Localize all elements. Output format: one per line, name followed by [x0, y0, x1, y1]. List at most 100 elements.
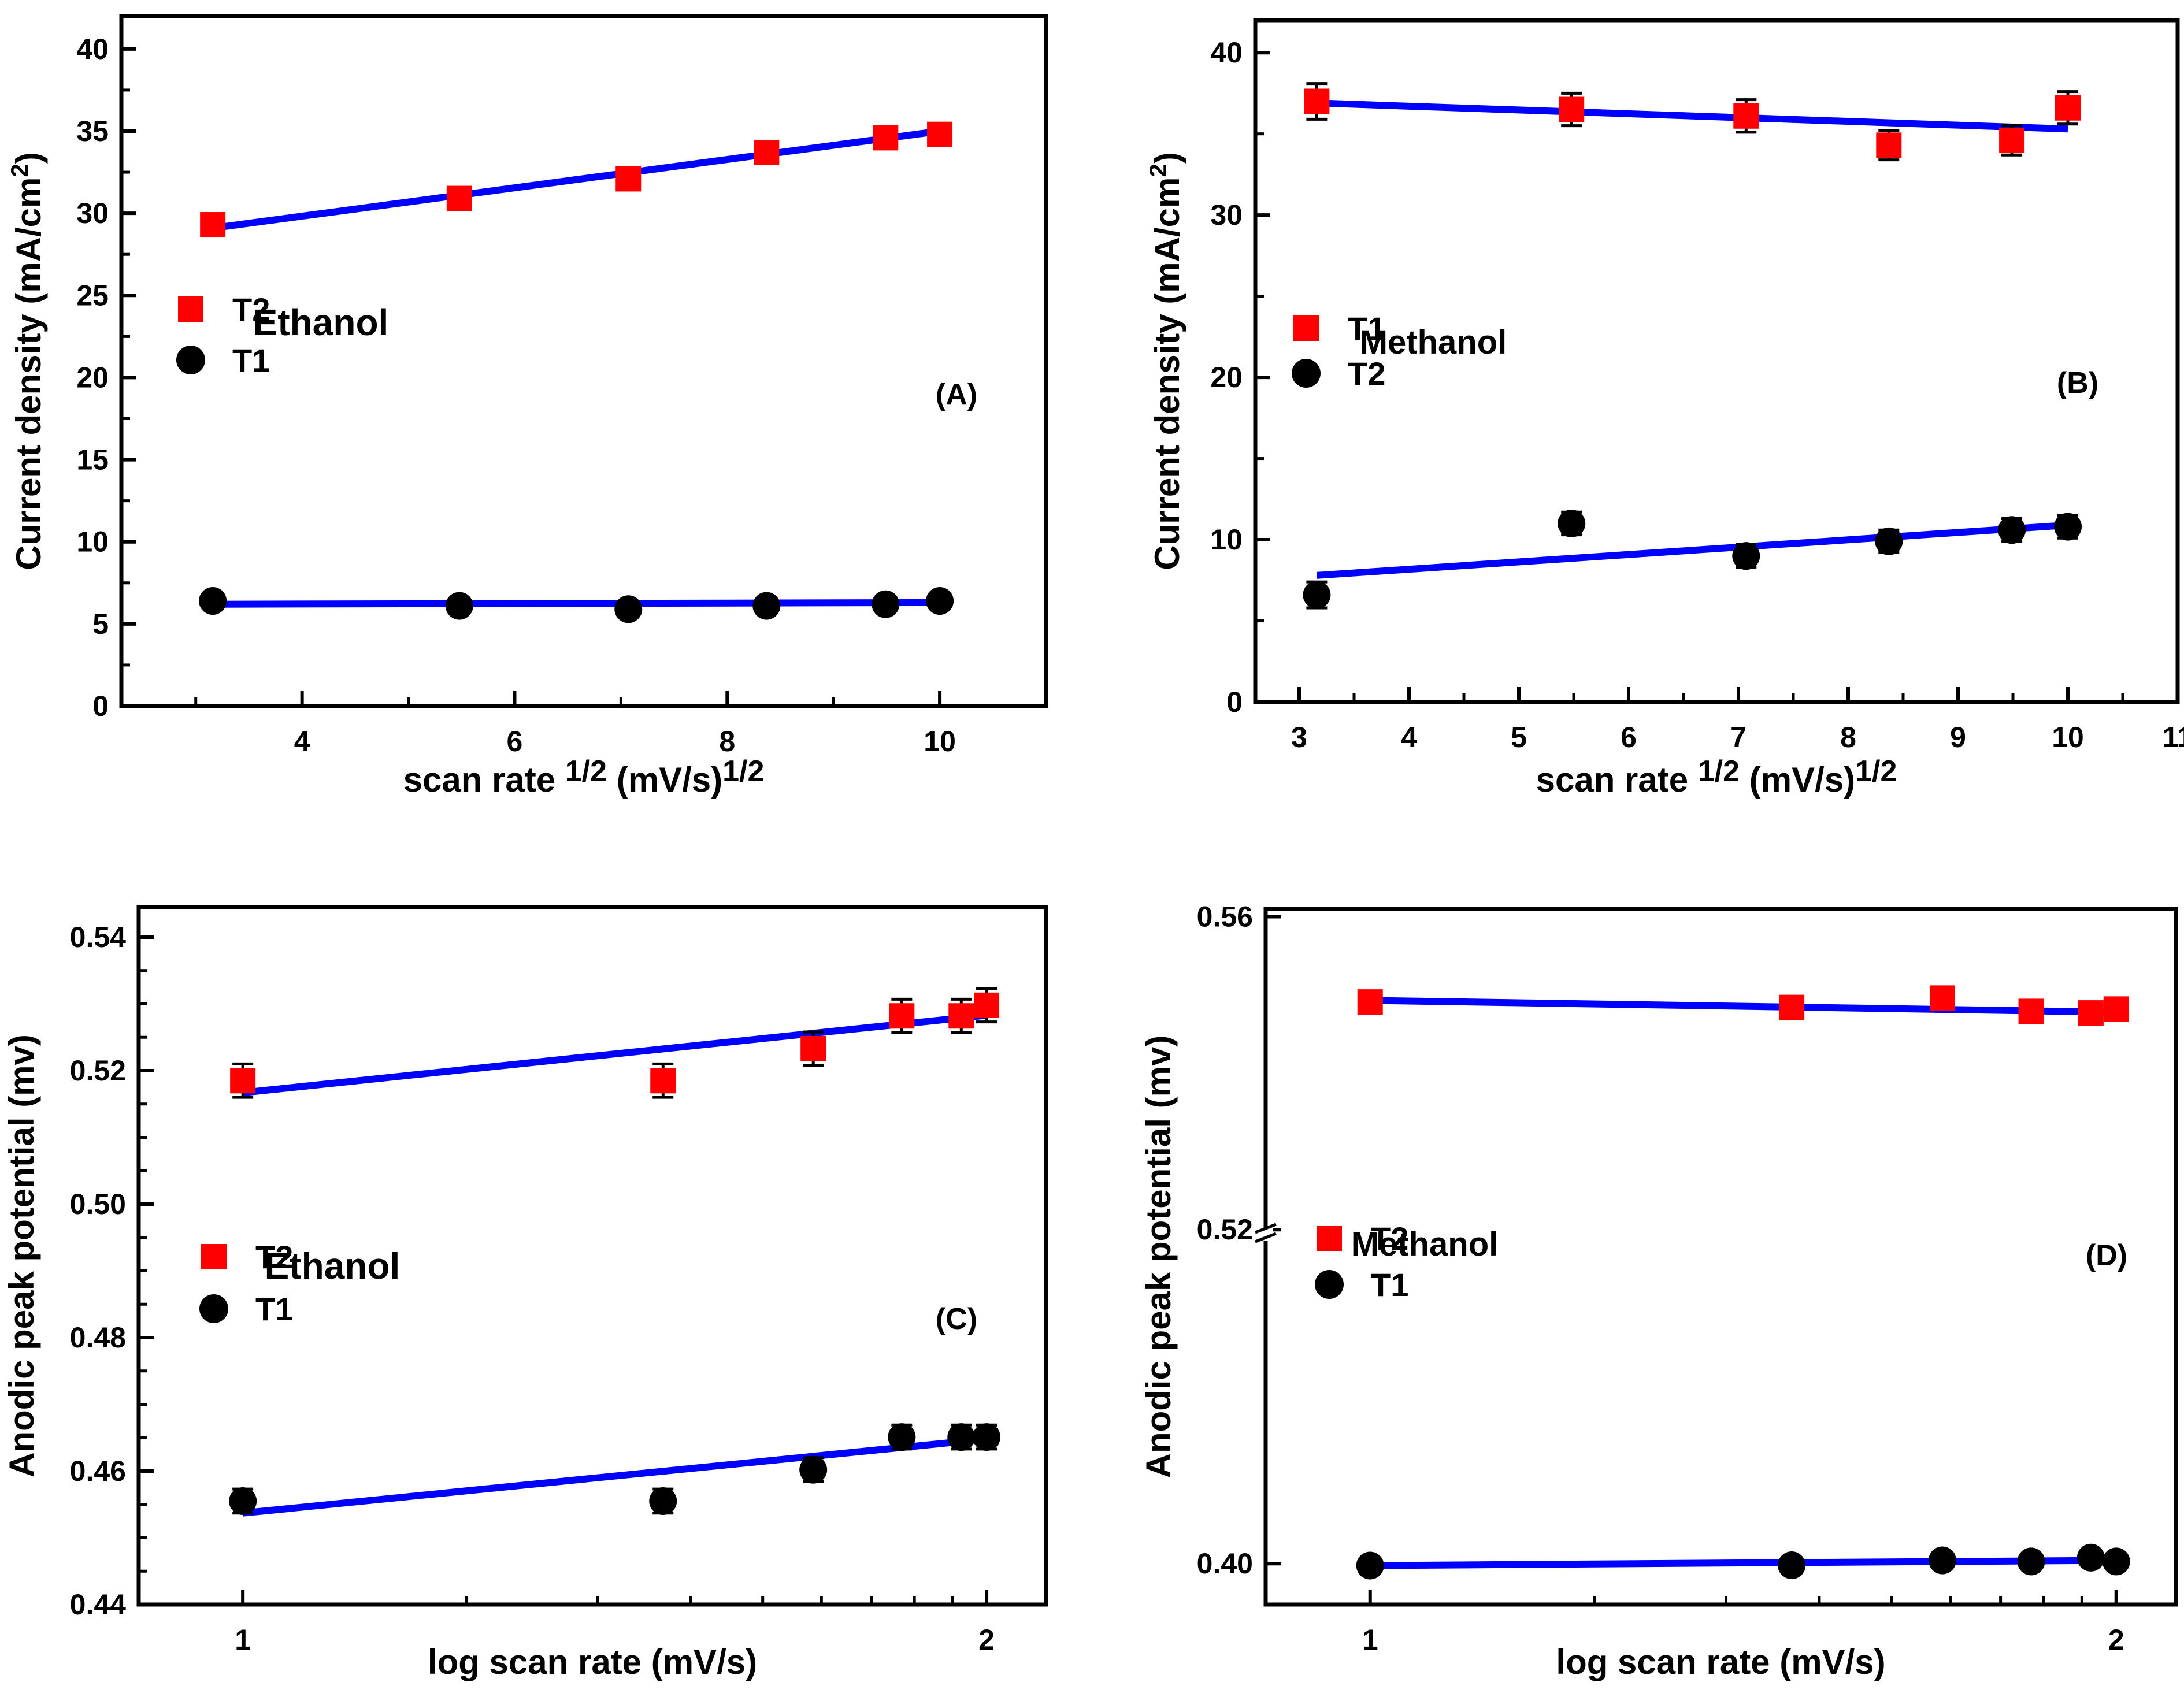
- data-point-t1: [752, 592, 781, 620]
- data-point-t2: [2018, 998, 2044, 1024]
- x-axis-label: log scan rate (mV/s): [428, 1643, 757, 1681]
- y-tick-label: 30: [1210, 199, 1243, 231]
- x-tick-label: 2: [2108, 1624, 2124, 1656]
- data-point-t1: [973, 1423, 1001, 1451]
- x-axis-label: log scan rate (mV/s): [1556, 1643, 1885, 1681]
- legend-marker: [1315, 1270, 1344, 1299]
- x-tick-label: 8: [719, 725, 735, 757]
- y-tick-label: 20: [1210, 361, 1243, 393]
- fit-line-t1: [242, 1435, 987, 1517]
- legend-marker: [1292, 359, 1321, 388]
- plot-frame: [1253, 18, 2180, 704]
- axis-break-mark: [1255, 1232, 1277, 1243]
- legend-label: T1: [1348, 310, 1385, 347]
- fit-line-t1: [1317, 99, 2068, 133]
- panel-label: (D): [2086, 1239, 2127, 1272]
- data-point-t1: [947, 1423, 976, 1451]
- data-point-t2: [873, 125, 899, 151]
- panel-label: (B): [2057, 366, 2098, 400]
- y-tick-label: 10: [1210, 523, 1243, 556]
- data-point-t1: [649, 1487, 677, 1515]
- x-tick-label: 4: [294, 725, 310, 757]
- legend-label: T2: [255, 1239, 293, 1275]
- y-tick-label: 0.52: [70, 1054, 126, 1087]
- data-point-t2: [927, 121, 953, 147]
- legend-label: T2: [1371, 1220, 1408, 1257]
- legend-marker: [178, 296, 203, 322]
- data-point-t2: [948, 1003, 974, 1029]
- x-tick-label: 3: [1291, 721, 1307, 753]
- x-axis-label: scan rate 1/2 (mV/s)1/2: [403, 755, 765, 799]
- legend-marker: [176, 346, 205, 374]
- x-tick-label: 4: [1401, 721, 1417, 753]
- fit-line-t2: [1370, 997, 2116, 1016]
- legend-marker: [1293, 315, 1319, 341]
- legend-marker: [1317, 1226, 1342, 1251]
- plot-frame: [136, 905, 1048, 1607]
- data-point-t2: [1303, 581, 1331, 609]
- y-tick-label: 0.52: [1197, 1213, 1253, 1246]
- fit-line-t1: [213, 599, 940, 608]
- data-point-t1: [2017, 1547, 2045, 1576]
- data-point-t2: [1779, 994, 1805, 1020]
- annotation-label: Methanol: [1360, 324, 1507, 361]
- data-point-t1: [1733, 103, 1759, 129]
- y-tick-label: 0: [1226, 686, 1243, 718]
- data-point-t1: [888, 1423, 916, 1451]
- x-tick-label: 6: [1621, 721, 1637, 753]
- data-point-t1: [1928, 1546, 1956, 1575]
- y-tick-label: 25: [76, 279, 109, 311]
- data-point-t1: [1304, 88, 1330, 114]
- data-point-t2: [1875, 527, 1903, 555]
- x-tick-label: 8: [1840, 721, 1856, 753]
- plot-frame: [119, 14, 1048, 708]
- data-point-t2: [1558, 509, 1586, 537]
- data-point-t2: [2078, 1000, 2104, 1026]
- data-point-t1: [199, 587, 227, 615]
- y-axis-label: Anodic peak potential (mv): [2, 1034, 41, 1477]
- x-tick-label: 2: [978, 1624, 995, 1656]
- y-tick-label: 35: [76, 115, 109, 147]
- data-point-t1: [1876, 132, 1902, 158]
- annotation-label: Methanol: [1351, 1226, 1499, 1263]
- data-point-t1: [1999, 127, 2025, 153]
- y-tick-label: 0.54: [70, 921, 127, 953]
- fit-line-t1: [1370, 1557, 2116, 1569]
- data-point-t2: [1357, 989, 1383, 1015]
- data-point-t1: [614, 595, 643, 623]
- panel-d: 1 2 0.40 0.52 0.56 log scan rate (mV/s) Anodic…: [1139, 901, 2178, 1681]
- data-point-t1: [229, 1487, 257, 1515]
- y-axis-label: Current density (mA/cm2): [6, 152, 48, 570]
- x-tick-label: 5: [1511, 721, 1527, 753]
- x-tick-label: 11: [2163, 721, 2184, 753]
- x-tick-label: 7: [1730, 721, 1747, 753]
- data-point-t1: [445, 592, 473, 620]
- data-point-t1: [2102, 1547, 2130, 1576]
- y-axis-label: Anodic peak potential (mv): [1139, 1035, 1178, 1479]
- data-point-t2: [200, 212, 226, 238]
- data-point-t2: [2103, 996, 2129, 1022]
- panel-label: (A): [936, 378, 977, 411]
- data-point-t2: [974, 992, 1000, 1018]
- legend-label: T2: [1348, 355, 1385, 392]
- fit-line-t2: [1316, 521, 2068, 579]
- y-tick-label: 40: [76, 33, 109, 65]
- x-tick-label: 1: [1362, 1624, 1378, 1656]
- y-tick-label: 5: [92, 608, 109, 640]
- y-tick-label: 15: [76, 444, 109, 476]
- panel-c: 1 2 0.44 0.46 0.48 0.50 0.52 0.54 log scan rate …: [2, 905, 1048, 1681]
- panel-label: (C): [936, 1302, 977, 1336]
- annotation-label: Ethanol: [265, 1245, 401, 1287]
- y-tick-label: 40: [1210, 36, 1243, 69]
- data-point-t1: [799, 1455, 828, 1484]
- y-axis-label: Current density (mA/cm2): [1144, 152, 1186, 570]
- data-point-t2: [446, 185, 472, 211]
- data-point-t2: [800, 1035, 826, 1061]
- axis-break-mark: [1255, 1223, 1277, 1234]
- plot-frame: [1263, 907, 2178, 1607]
- x-axis-label: scan rate 1/2 (mV/s)1/2: [1536, 755, 1897, 799]
- x-tick-label: 9: [1950, 721, 1966, 753]
- y-tick-label: 0.50: [70, 1188, 126, 1220]
- y-tick-label: 0.44: [70, 1588, 127, 1621]
